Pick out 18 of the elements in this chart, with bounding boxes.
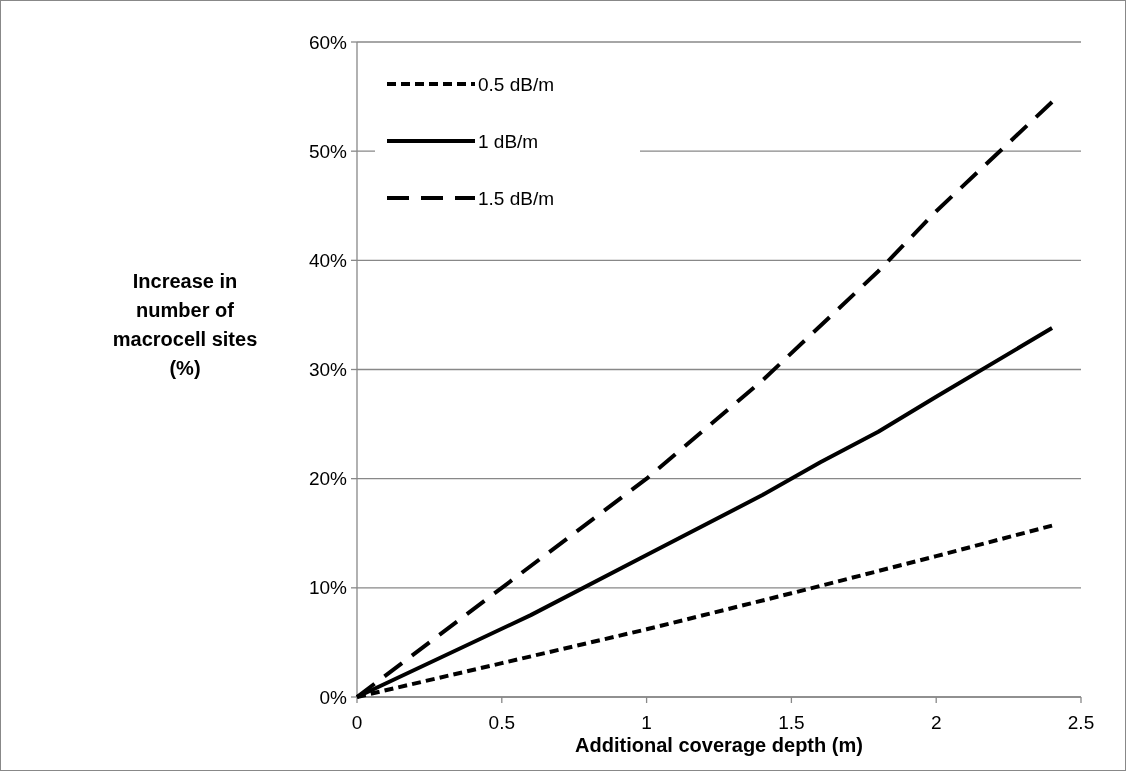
y-tick-label: 50% xyxy=(308,140,348,162)
y-tick-label: 40% xyxy=(308,249,348,271)
y-tick-label: 20% xyxy=(308,468,348,490)
legend-label: 1 dB/m xyxy=(478,130,539,152)
x-tick-label: 2 xyxy=(930,712,942,733)
x-tick-label: 1 xyxy=(641,712,652,733)
legend-label: 0.5 dB/m xyxy=(478,73,555,95)
legend-label: 1.5 dB/m xyxy=(478,187,555,209)
x-tick-label: 2.5 xyxy=(1067,712,1095,733)
x-tick-label: 1.5 xyxy=(778,712,805,733)
x-tick-label: 0 xyxy=(351,712,363,733)
y-tick-label: 30% xyxy=(308,359,348,381)
x-axis-title: Additional coverage depth (m) xyxy=(575,734,863,756)
y-tick-label: 0% xyxy=(319,686,348,708)
y-axis-title: Increase in number of macrocell sites (%) xyxy=(112,270,258,379)
x-tick-label: 0.5 xyxy=(488,712,516,733)
y-tick-label: 60% xyxy=(308,31,348,53)
y-tick-label: 10% xyxy=(308,577,348,599)
